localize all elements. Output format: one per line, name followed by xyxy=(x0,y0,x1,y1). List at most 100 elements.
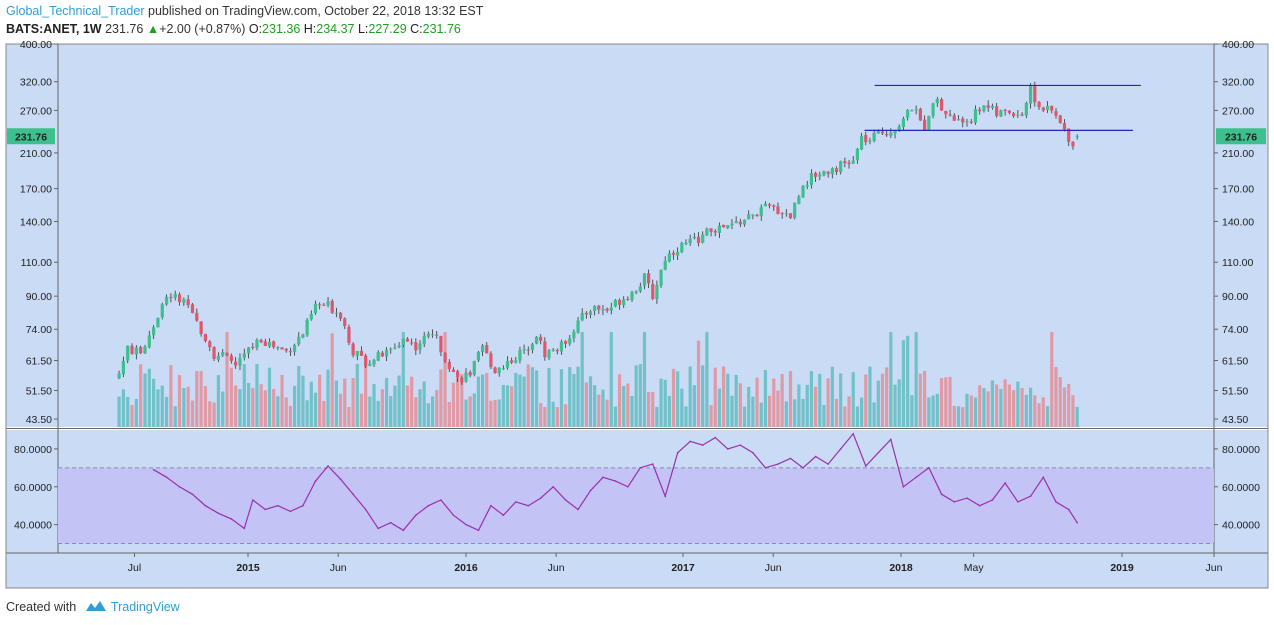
up-arrow-icon: ▲ xyxy=(146,22,160,36)
candle-body xyxy=(414,342,418,351)
candle-body xyxy=(551,349,555,351)
volume-bar xyxy=(830,366,834,427)
rsi-point xyxy=(877,451,880,454)
rsi-tick-label-left: 80.0000 xyxy=(14,444,52,456)
candle-body xyxy=(927,115,931,131)
candle-body xyxy=(186,299,190,306)
volume-bar xyxy=(642,332,647,427)
volume-bar xyxy=(855,406,859,427)
candle-body xyxy=(780,213,784,215)
candle-body xyxy=(267,341,272,347)
volume-bar xyxy=(734,374,738,427)
candle-body xyxy=(1054,111,1058,116)
candle-body xyxy=(376,352,380,361)
volume-bar xyxy=(747,386,751,427)
volume-bar xyxy=(208,401,212,427)
volume-bar xyxy=(543,407,547,427)
volume-bar xyxy=(568,367,572,427)
volume-bar xyxy=(169,365,173,427)
candle-body xyxy=(1062,123,1067,130)
candle-body xyxy=(435,334,439,336)
volume-bar xyxy=(889,332,893,427)
candle-body xyxy=(212,346,216,359)
rsi-point xyxy=(915,476,917,479)
volume-bar xyxy=(973,397,978,427)
candle-body xyxy=(868,140,872,142)
close-label: C: xyxy=(410,22,423,36)
rsi-point xyxy=(490,504,492,507)
candle-body xyxy=(526,349,530,351)
candle-body xyxy=(297,336,301,345)
volume-bar xyxy=(784,401,788,427)
candle-body xyxy=(982,105,986,111)
volume-bar xyxy=(684,406,688,427)
candle-body xyxy=(622,299,626,306)
candle-body xyxy=(139,347,143,354)
rsi-point xyxy=(502,514,505,516)
volume-bar xyxy=(126,396,130,427)
volume-bar xyxy=(451,382,456,427)
volume-bar xyxy=(776,390,780,427)
rsi-point xyxy=(1076,521,1078,524)
rsi-point xyxy=(539,497,542,499)
candle-body xyxy=(564,340,568,344)
volume-bar xyxy=(692,385,696,427)
volume-bar xyxy=(864,374,868,427)
candle-body xyxy=(221,352,225,356)
volume-bar xyxy=(956,406,961,427)
candle-body xyxy=(530,344,535,351)
candle-body xyxy=(501,368,505,370)
volume-bar xyxy=(297,366,301,427)
volume-bar xyxy=(564,404,568,427)
candle-body xyxy=(768,204,772,206)
price-chart[interactable]: 400.00 400.00 320.00 320.00 270.00 270.00 210.… xyxy=(0,40,1274,592)
candle-body xyxy=(464,372,468,382)
candle-body xyxy=(255,340,259,348)
candle-body xyxy=(326,301,330,306)
volume-bar xyxy=(177,375,182,427)
author-link[interactable]: Global_Technical_Trader xyxy=(6,4,145,18)
candle-body xyxy=(203,334,208,342)
candle-body xyxy=(313,303,318,314)
candle-body xyxy=(742,219,747,225)
candle-body xyxy=(944,110,948,115)
candle-body xyxy=(117,373,121,379)
candle-body xyxy=(793,202,797,219)
candle-body xyxy=(177,294,182,303)
volume-bar xyxy=(139,364,143,427)
volume-bar xyxy=(788,371,793,427)
volume-bar xyxy=(914,332,918,427)
volume-bar xyxy=(969,395,973,427)
volume-bar xyxy=(195,371,199,427)
candle-body xyxy=(430,334,435,336)
volume-bar xyxy=(995,384,999,427)
tradingview-link[interactable]: TradingView xyxy=(110,600,180,614)
candle-body xyxy=(380,352,384,357)
candle-body xyxy=(588,311,593,315)
rsi-point xyxy=(364,508,367,511)
volume-bar xyxy=(751,396,755,427)
candle-body xyxy=(864,135,868,143)
volume-bar xyxy=(322,401,326,427)
volume-bar xyxy=(742,406,747,427)
volume-bar xyxy=(476,376,481,427)
price-tick-label-left: 110.00 xyxy=(21,257,52,269)
volume-bar xyxy=(1067,383,1071,427)
candle-body xyxy=(443,353,447,362)
volume-bar xyxy=(901,340,906,427)
candle-body xyxy=(505,360,510,368)
volume-bar xyxy=(659,378,663,427)
candle-body xyxy=(647,273,651,284)
rsi-point xyxy=(191,493,194,496)
candle-body xyxy=(805,185,809,187)
rsi-point xyxy=(777,463,779,465)
volume-bar xyxy=(551,401,555,427)
volume-bar xyxy=(347,407,351,427)
candle-body xyxy=(986,105,990,108)
volume-bar xyxy=(847,396,851,427)
candle-body xyxy=(680,242,684,253)
volume-bar xyxy=(986,391,990,427)
rsi-point xyxy=(676,451,679,454)
candle-body xyxy=(284,348,288,351)
volume-bar xyxy=(588,376,593,427)
